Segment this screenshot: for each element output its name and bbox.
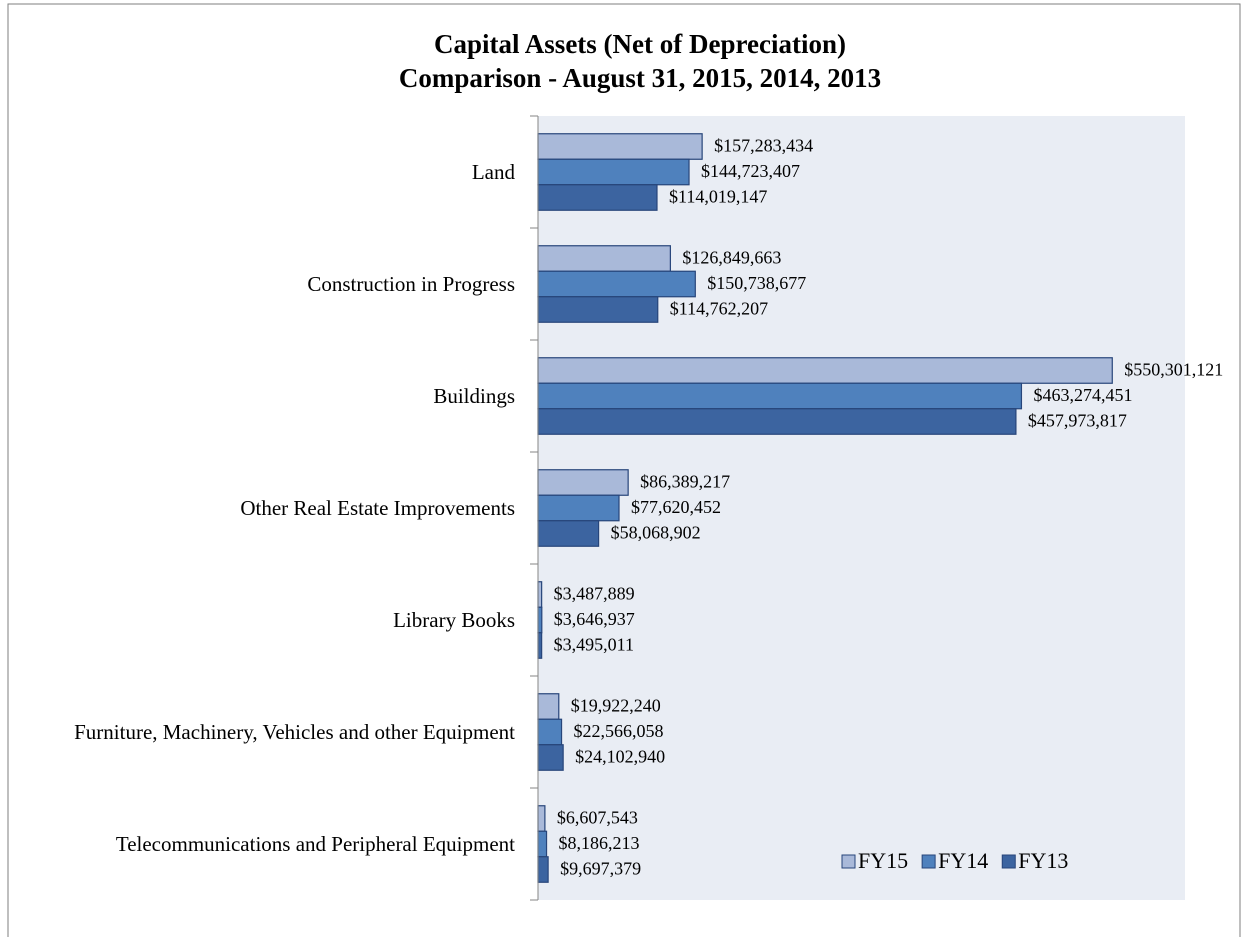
category-label-box: Construction in Progress <box>45 228 515 340</box>
data-label: $3,646,937 <box>554 609 635 629</box>
data-label: $3,495,011 <box>554 635 634 655</box>
data-label: $126,849,663 <box>682 248 781 268</box>
category-label: Construction in Progress <box>307 272 515 296</box>
data-label: $22,566,058 <box>574 721 664 741</box>
legend-label: FY14 <box>938 848 988 873</box>
category-label-box: Buildings <box>45 340 515 452</box>
data-label: $9,697,379 <box>560 859 641 879</box>
bar <box>537 158 690 186</box>
bar <box>537 632 543 659</box>
bar <box>537 744 564 771</box>
data-label: $24,102,940 <box>575 747 665 767</box>
data-label: $114,019,147 <box>669 187 767 207</box>
bar <box>537 469 629 496</box>
bar <box>537 296 659 323</box>
category-label-box: Other Real Estate Improvements <box>45 452 515 564</box>
data-label: $3,487,889 <box>554 584 635 604</box>
bar <box>537 520 600 547</box>
category-label: Land <box>471 160 515 184</box>
chart-title: Capital Assets (Net of Depreciation) <box>434 29 846 59</box>
data-label: $6,607,543 <box>557 808 638 828</box>
data-label: $86,389,217 <box>640 472 730 492</box>
legend-label: FY15 <box>858 848 908 873</box>
category-label-box: Telecommunications and Peripheral Equipm… <box>45 788 515 900</box>
bar <box>537 693 560 720</box>
bar <box>537 718 563 746</box>
data-label: $550,301,121 <box>1124 360 1223 380</box>
legend-swatch <box>921 854 936 869</box>
bar <box>537 856 549 883</box>
legend-swatch <box>1001 854 1016 869</box>
bar <box>537 494 620 522</box>
bar <box>537 382 1023 410</box>
bar <box>537 133 703 160</box>
legend-label: FY13 <box>1018 848 1068 873</box>
data-label: $457,973,817 <box>1028 411 1127 431</box>
data-label: $150,738,677 <box>707 273 806 293</box>
data-label: $463,274,451 <box>1033 385 1132 405</box>
bar <box>537 805 546 832</box>
data-label: $8,186,213 <box>559 833 640 853</box>
chart-title: Comparison - August 31, 2015, 2014, 2013 <box>399 63 881 93</box>
category-label-box: Land <box>45 116 515 228</box>
bar <box>537 270 696 298</box>
data-label: $114,762,207 <box>670 299 768 319</box>
bar <box>537 581 543 608</box>
category-label-box: Library Books <box>45 564 515 676</box>
bar <box>537 184 658 211</box>
data-label: $58,068,902 <box>611 523 701 543</box>
data-label: $77,620,452 <box>631 497 721 517</box>
bar <box>537 357 1113 384</box>
category-label: Buildings <box>433 384 515 408</box>
category-label: Other Real Estate Improvements <box>240 496 515 520</box>
category-label-box: Furniture, Machinery, Vehicles and other… <box>45 676 515 788</box>
bar <box>537 245 671 272</box>
data-label: $157,283,434 <box>714 136 813 156</box>
bar <box>537 830 548 858</box>
legend-swatch <box>841 854 856 869</box>
category-label: Furniture, Machinery, Vehicles and other… <box>74 720 515 744</box>
category-label: Library Books <box>393 608 515 632</box>
data-label: $144,723,407 <box>701 161 800 181</box>
category-label: Telecommunications and Peripheral Equipm… <box>115 832 515 856</box>
data-label: $19,922,240 <box>571 696 661 716</box>
bar <box>537 408 1017 435</box>
bar <box>537 606 543 634</box>
